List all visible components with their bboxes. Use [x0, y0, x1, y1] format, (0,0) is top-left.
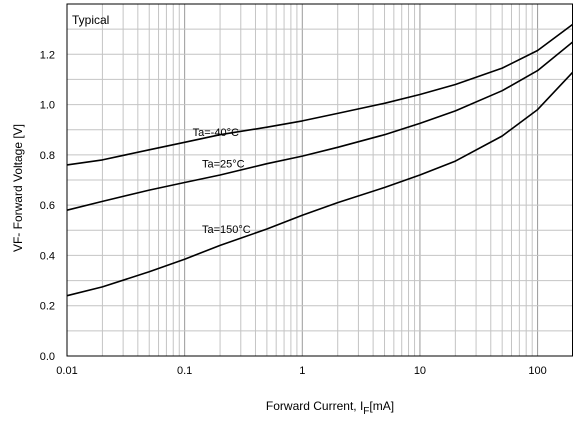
y-axis-label: VF- Forward Voltage [V] [11, 124, 25, 252]
series-line-2 [66, 71, 573, 297]
y-tick-label: 0.4 [40, 250, 55, 262]
y-tick-label: 1.0 [40, 100, 55, 112]
series-line-0 [66, 23, 573, 166]
x-axis-label-main: Forward Current, I [266, 399, 363, 413]
corner-label: Typical [72, 13, 109, 27]
y-tick-label: 1.2 [40, 49, 55, 61]
x-axis-label-unit: [mA] [369, 399, 394, 413]
tick-labels: 0.01 0.1 1 10 100 0.0 0.2 0.4 0.6 0.8 1.0 1.2 [40, 49, 547, 377]
x-tick-label: 0.1 [177, 365, 192, 377]
x-tick-label: 0.01 [56, 365, 77, 377]
y-tick-label: 0.6 [40, 200, 55, 212]
y-tick-label: 0.8 [40, 150, 55, 162]
series-line-1 [66, 41, 573, 211]
series-label-2: Ta=150°C [202, 224, 251, 236]
y-tick-label: 0.2 [40, 301, 55, 313]
series-label-0: Ta=-40°C [193, 127, 239, 139]
series-group: Ta=-40°C Ta=25°C Ta=150°C [66, 23, 573, 297]
x-tick-label: 10 [414, 365, 426, 377]
x-axis-label-subscript: F [363, 406, 369, 417]
series-label-1: Ta=25°C [202, 159, 245, 171]
y-tick-label: 0.0 [40, 351, 55, 363]
grid [66, 4, 573, 356]
x-axis-label: Forward Current, IF[mA] [266, 399, 394, 417]
x-tick-label: 100 [528, 365, 546, 377]
x-tick-label: 1 [299, 365, 305, 377]
